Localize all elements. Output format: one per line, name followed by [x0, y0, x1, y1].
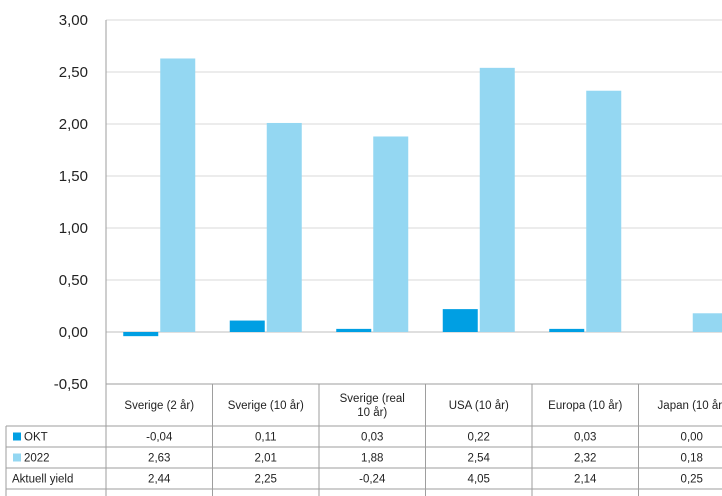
bar-2022 [586, 90, 622, 332]
bar-okt [549, 328, 585, 332]
y-tick-label: -0,50 [54, 376, 88, 393]
y-tick-label: 2,00 [59, 116, 88, 133]
category-label: USA (10 år) [449, 400, 509, 412]
data-label: 0,11 [255, 432, 277, 444]
data-label: 0,22 [468, 432, 490, 444]
bar-okt [123, 332, 159, 337]
category-label: Japan (10 år) [658, 400, 722, 412]
data-label: 4,05 [468, 474, 490, 486]
bar-okt [336, 328, 372, 332]
gridlines [106, 19, 722, 333]
data-label: 2,14 [574, 474, 597, 486]
data-label: 2,25 [255, 474, 277, 486]
category-label: Sverige (10 år) [228, 400, 304, 412]
bar-2022 [692, 313, 722, 332]
data-table: Sverige (2 år) Sverige (10 år) Sverige (re… [5, 20, 722, 496]
data-label: -0,04 [146, 432, 173, 444]
y-tick-label: 0,00 [59, 324, 88, 341]
category-label: Sverige (real [340, 393, 405, 405]
data-label: -0,24 [359, 474, 386, 486]
bar-2022 [373, 136, 409, 332]
bar-2022 [266, 122, 302, 333]
y-tick-label: 1,50 [59, 168, 88, 185]
y-tick-label: 2,50 [59, 64, 88, 81]
legend-swatch [13, 453, 21, 462]
data-label: 2,63 [148, 453, 170, 465]
data-label: 2,44 [148, 474, 171, 486]
row-label: Aktuell yield [12, 474, 73, 486]
data-label: 2,32 [574, 453, 596, 465]
legend-swatch [13, 432, 21, 441]
bar-okt [442, 309, 478, 332]
y-axis: -0,50 0,00 0,50 1,00 1,50 2,00 2,50 3,00 [54, 12, 88, 393]
data-label: 0,03 [574, 432, 596, 444]
bar-2022 [479, 67, 515, 332]
data-label: 0,25 [681, 474, 703, 486]
data-label: 0,03 [361, 432, 383, 444]
data-label: 2,54 [468, 453, 491, 465]
y-tick-label: 0,50 [59, 272, 88, 289]
data-label: 0,18 [681, 453, 703, 465]
row-label: 2022 [24, 453, 50, 465]
category-label: Sverige (2 år) [124, 400, 194, 412]
data-label: 2,01 [255, 453, 277, 465]
y-tick-label: 3,00 [59, 12, 88, 29]
y-tick-label: 1,00 [59, 220, 88, 237]
category-label: Europa (10 år) [548, 400, 622, 412]
bar-okt [229, 320, 265, 332]
row-label: OKT [24, 432, 48, 444]
data-label: 0,00 [681, 432, 703, 444]
data-label: 1,88 [361, 453, 383, 465]
bars [123, 58, 722, 337]
bar-2022 [160, 58, 196, 332]
category-label: 10 år) [357, 407, 387, 419]
